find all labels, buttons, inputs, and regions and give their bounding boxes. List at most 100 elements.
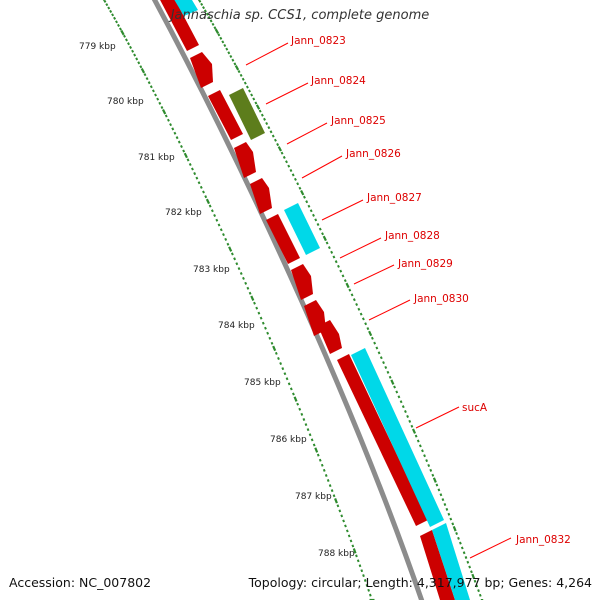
ruler-minor-tick [307, 204, 311, 208]
ruler-minor-tick [367, 588, 370, 592]
cds-arrow[interactable] [208, 90, 243, 140]
ruler-minor-tick [137, 61, 141, 65]
ruler-inner-track [102, 0, 375, 600]
genome-backbone [151, 0, 425, 600]
ruler-minor-tick [237, 70, 241, 74]
ruler-minor-tick [410, 424, 414, 428]
ruler-minor-tick [243, 81, 247, 85]
ruler-minor-tick [325, 241, 329, 245]
ruler-minor-tick [264, 326, 267, 330]
ruler-minor-tick [421, 449, 424, 453]
ruler-minor-tick [439, 493, 443, 497]
gene-label-leader [469, 537, 512, 559]
gene-label[interactable]: Jann_0825 [330, 115, 386, 127]
ruler-minor-tick [226, 242, 230, 246]
ruler-minor-tick [365, 583, 369, 587]
ruler-minor-tick [158, 101, 162, 105]
ruler-minor-tick [298, 186, 302, 190]
ruler-minor-tick [464, 556, 468, 559]
ruler-minor-tick [117, 23, 120, 27]
ruler-minor-tick [258, 109, 262, 113]
gene-feature-olive[interactable] [229, 88, 265, 140]
ruler-minor-tick [401, 405, 405, 409]
ruler-minor-tick [115, 20, 118, 24]
ruler-minor-tick [171, 127, 175, 131]
gene-label[interactable]: Jann_0832 [515, 534, 571, 546]
cds-arrow[interactable] [266, 214, 300, 264]
ruler-minor-tick [113, 16, 117, 20]
ruler-minor-tick [478, 593, 482, 597]
ruler-minor-tick [289, 168, 293, 173]
gene-label[interactable]: sucA [462, 402, 488, 414]
cds-arrow[interactable] [190, 52, 213, 88]
ruler-minor-tick [111, 13, 115, 17]
ruler-minor-tick [213, 26, 217, 30]
ruler-minor-tick [261, 321, 265, 325]
ruler-minor-tick [327, 246, 331, 250]
ruler-tick-label: 786 kbp [270, 435, 307, 445]
ruler-minor-tick [173, 131, 177, 135]
cds-arrow[interactable] [250, 178, 272, 214]
gene-label-leader [301, 155, 343, 179]
cds-arrow[interactable] [318, 320, 342, 354]
gene-label[interactable]: Jann_0827 [366, 192, 422, 204]
ruler-major-tick [205, 198, 210, 205]
ruler-minor-tick [202, 190, 205, 194]
ruler-minor-tick [285, 377, 289, 381]
ruler-tick-label: 781 kbp [138, 153, 175, 163]
ruler-minor-tick [139, 65, 143, 69]
gene-feature[interactable] [351, 348, 444, 527]
ruler-major-tick [120, 29, 125, 36]
ruler-minor-tick [399, 400, 403, 404]
gene-label[interactable]: Jann_0824 [310, 75, 366, 87]
cds-arrow[interactable] [158, 0, 199, 51]
ruler-minor-tick [368, 593, 372, 597]
ruler-minor-tick [351, 544, 355, 548]
ruler-minor-tick [347, 534, 351, 538]
ruler-minor-tick [246, 286, 250, 290]
ruler-minor-tick [320, 463, 324, 467]
ruler-minor-tick [341, 274, 345, 278]
ruler-minor-tick [457, 536, 460, 540]
ruler-minor-tick [197, 181, 201, 185]
cds-arrow[interactable] [291, 264, 313, 300]
ruler-minor-tick [217, 223, 221, 227]
ruler-minor-tick [357, 307, 361, 311]
ruler-minor-tick [271, 134, 275, 138]
ruler-minor-tick [330, 250, 334, 254]
ruler-minor-tick [379, 356, 383, 360]
gene-label[interactable]: Jann_0826 [345, 148, 401, 160]
ruler-minor-tick [107, 6, 111, 10]
gene-label[interactable]: Jann_0823 [290, 35, 346, 47]
ruler-minor-tick [373, 341, 377, 345]
cds-arrow[interactable] [234, 142, 256, 178]
gene-feature[interactable] [432, 523, 470, 600]
ruler-major-tick [352, 548, 357, 554]
ruler-minor-tick [343, 279, 347, 283]
ruler-minor-tick [300, 412, 304, 416]
ruler-minor-tick [397, 395, 401, 399]
ruler-minor-tick [211, 22, 215, 26]
ruler-minor-tick [210, 209, 214, 213]
ruler-minor-tick [279, 362, 283, 366]
ruler-minor-tick [257, 311, 261, 315]
cds-arrow[interactable] [337, 354, 428, 526]
ruler-minor-tick [242, 276, 245, 280]
ruler-tick-label: 784 kbp [218, 321, 255, 331]
ruler-minor-tick [316, 453, 320, 457]
ruler-minor-tick [217, 33, 221, 37]
cds-arrow[interactable] [420, 530, 455, 600]
gene-feature[interactable] [172, 0, 198, 16]
ruler-minor-tick [285, 160, 288, 164]
ruler-minor-tick [266, 331, 270, 335]
ruler-minor-tick [303, 195, 306, 199]
gene-feature[interactable] [284, 203, 320, 255]
ruler-minor-tick [177, 140, 181, 144]
gene-label[interactable]: Jann_0828 [384, 230, 440, 242]
ruler-minor-tick [287, 164, 291, 168]
ruler-major-tick [345, 282, 350, 289]
gene-label[interactable]: Jann_0829 [397, 258, 453, 270]
gene-label-leader [245, 42, 289, 66]
gene-label[interactable]: Jann_0830 [413, 293, 469, 305]
ruler-minor-tick [324, 473, 328, 477]
